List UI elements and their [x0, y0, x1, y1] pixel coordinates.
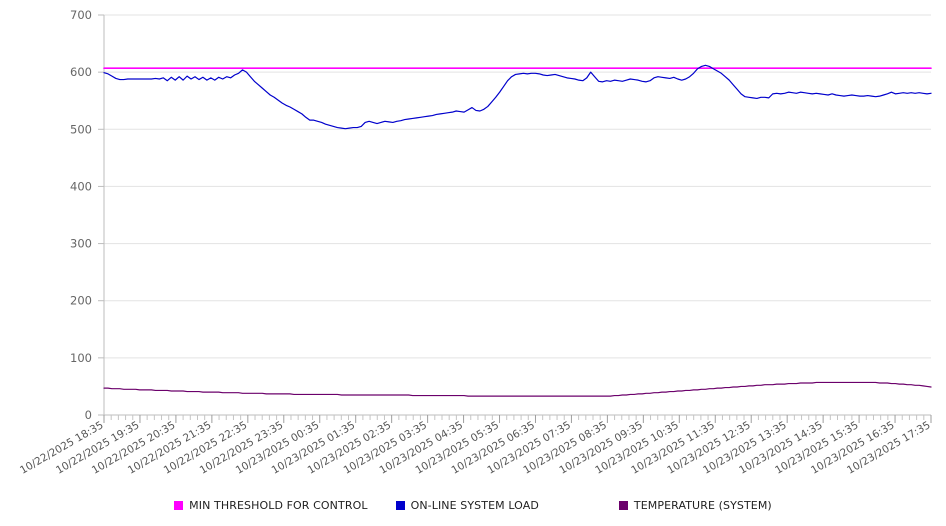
y-axis-tick-label: 500 — [70, 122, 92, 136]
series-lines — [103, 64, 932, 397]
chart-legend: MIN THRESHOLD FOR CONTROL ON-LINE SYSTEM… — [0, 494, 946, 516]
legend-label-on-line-system-load: ON-LINE SYSTEM LOAD — [410, 498, 539, 512]
x-axis-minor-ticks — [103, 415, 932, 423]
legend-label-temperature-system: TEMPERATURE (SYSTEM) — [633, 498, 772, 512]
y-axis-ticks — [98, 14, 104, 416]
series-line — [103, 64, 932, 130]
legend-swatch-on-line-system-load — [395, 500, 405, 510]
y-axis-tick-label: 700 — [70, 8, 92, 22]
y-axis-tick-label: 600 — [70, 65, 92, 79]
series-line — [103, 381, 932, 397]
legend-item-on-line-system-load[interactable]: ON-LINE SYSTEM LOAD — [395, 498, 539, 512]
y-axis-tick-label: 400 — [70, 179, 92, 193]
y-axis-labels: 0 100 200 300 400 500 600 700 — [70, 8, 92, 422]
legend-label-min-threshold-for-control: MIN THRESHOLD FOR CONTROL — [189, 498, 368, 512]
y-axis-tick-label: 100 — [70, 351, 92, 365]
y-axis-tick-label: 300 — [70, 237, 92, 251]
gridlines — [104, 14, 931, 359]
legend-item-temperature-system[interactable]: TEMPERATURE (SYSTEM) — [618, 498, 772, 512]
legend-item-min-threshold-for-control[interactable]: MIN THRESHOLD FOR CONTROL — [174, 499, 367, 512]
legend-swatch-temperature-system — [618, 500, 628, 510]
legend-swatch-min-threshold-for-control — [174, 500, 184, 510]
y-axis-tick-label: 0 — [85, 408, 92, 422]
y-axis-tick-label: 200 — [70, 294, 92, 308]
chart-plot-area: 0 100 200 300 400 500 600 700 10/22/2025 18:351… — [18, 8, 933, 477]
